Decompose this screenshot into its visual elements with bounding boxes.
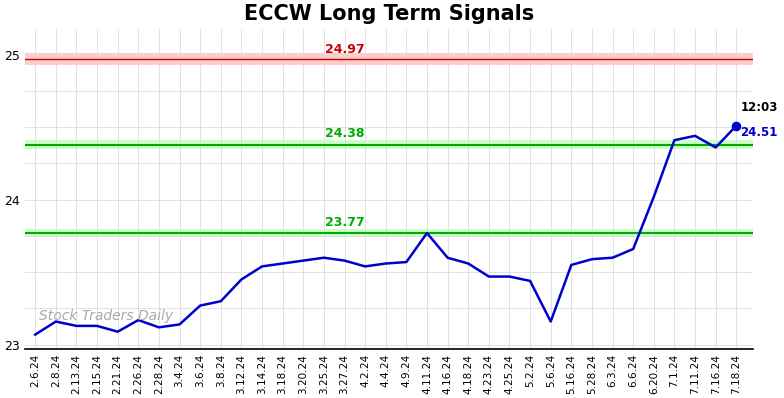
Point: [730, 123, 742, 129]
Bar: [25, 53, 753, 65]
Bar: [25, 229, 753, 237]
Title: ECCW Long Term Signals: ECCW Long Term Signals: [244, 4, 534, 24]
Bar: [25, 140, 753, 149]
Text: 23.77: 23.77: [325, 216, 365, 229]
Text: 24.51: 24.51: [740, 126, 778, 139]
Text: Stock Traders Daily: Stock Traders Daily: [39, 310, 173, 324]
Text: 12:03: 12:03: [740, 101, 778, 114]
Text: 24.97: 24.97: [325, 43, 365, 56]
Text: 24.38: 24.38: [325, 127, 365, 140]
